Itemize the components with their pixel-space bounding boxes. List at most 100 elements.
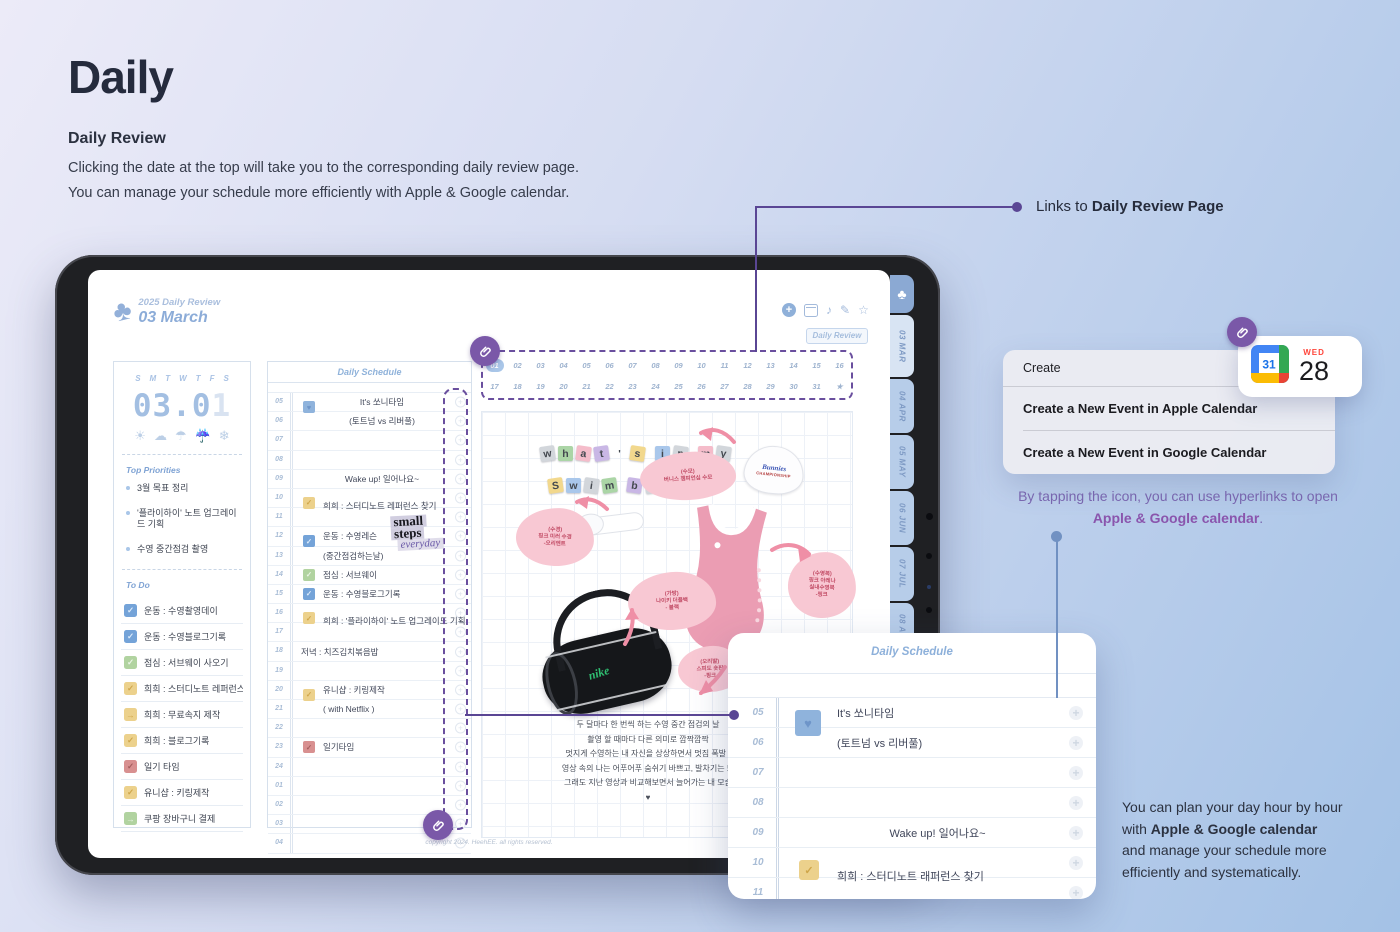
add-event-button[interactable]: + <box>1069 705 1083 720</box>
date-cell[interactable]: 22 <box>605 382 614 391</box>
calendar-icon[interactable] <box>804 304 818 317</box>
add-event-button[interactable]: + <box>455 837 466 849</box>
camera-dot <box>926 553 932 559</box>
checkbox-icon[interactable]: → <box>124 812 137 825</box>
clover-tab[interactable]: ♣ <box>890 275 914 313</box>
date-cell[interactable]: 10 <box>697 361 706 370</box>
date-cell[interactable]: 19 <box>536 382 545 391</box>
date-cell[interactable]: 13 <box>766 361 775 370</box>
date-cell[interactable]: 26 <box>697 382 706 391</box>
date-cell[interactable]: 05 <box>582 361 591 370</box>
date-cell[interactable]: 27 <box>720 382 729 391</box>
add-event-button[interactable]: + <box>455 780 466 792</box>
checkbox-icon[interactable]: ✓ <box>124 656 137 669</box>
date-cell[interactable]: 18 <box>513 382 522 391</box>
date-cell[interactable]: ★ <box>836 382 843 391</box>
date-cell[interactable]: 29 <box>766 382 775 391</box>
checkbox-icon[interactable]: ✓ <box>124 760 137 773</box>
date-cell[interactable]: 30 <box>789 382 798 391</box>
add-event-button[interactable]: + <box>455 607 466 619</box>
pencil-icon[interactable]: ✎ <box>840 303 851 317</box>
add-event-button[interactable]: + <box>455 588 466 600</box>
date-cell[interactable]: 03 <box>536 361 545 370</box>
date-cell[interactable]: 25 <box>674 382 683 391</box>
add-event-button[interactable]: + <box>455 684 466 696</box>
checkbox-icon[interactable]: ✓ <box>124 682 137 695</box>
date-cell[interactable]: 17 <box>490 382 499 391</box>
checkbox-icon[interactable]: ✓ <box>124 786 137 799</box>
add-event-button[interactable]: + <box>455 799 466 811</box>
google-calendar-icon[interactable]: 31 <box>1251 345 1289 388</box>
date-cell[interactable]: 24 <box>651 382 660 391</box>
add-event-button[interactable]: + <box>455 473 466 485</box>
date-cell[interactable]: 14 <box>789 361 798 370</box>
add-event-button[interactable]: + <box>455 761 466 773</box>
menu-item-google-calendar[interactable]: Create a New Event in Google Calendar <box>1023 445 1267 460</box>
add-event-button[interactable]: + <box>1069 735 1083 750</box>
add-event-button[interactable]: + <box>455 646 466 658</box>
checkbox-icon[interactable]: ✓ <box>124 734 137 747</box>
checkbox-icon[interactable]: ✓ <box>124 630 137 643</box>
menu-item-apple-calendar[interactable]: Create a New Event in Apple Calendar <box>1023 401 1258 416</box>
add-event-button[interactable]: + <box>455 703 466 715</box>
todo-item[interactable]: ✓ 유니샵 : 키링제작 <box>121 780 243 806</box>
date-cell[interactable]: 12 <box>743 361 752 370</box>
add-event-button[interactable]: + <box>1069 855 1083 870</box>
link-badge-icon[interactable] <box>1227 317 1257 347</box>
music-icon[interactable]: ♪ <box>826 303 832 317</box>
date-cell[interactable]: 08 <box>651 361 660 370</box>
add-event-button[interactable]: + <box>455 741 466 753</box>
link-badge-icon[interactable] <box>470 336 500 366</box>
date-cell[interactable]: 11 <box>720 361 729 370</box>
daily-review-button[interactable]: Daily Review <box>806 328 868 344</box>
add-event-button[interactable]: + <box>1069 765 1083 780</box>
date-cell[interactable]: 16 <box>835 361 844 370</box>
todo-item[interactable]: ✓ 희희 : 스터디노트 레퍼런스 찾기 <box>121 676 243 702</box>
add-event-button[interactable]: + <box>455 722 466 734</box>
schedule-entry-text: 점심 : 서브웨이 <box>323 569 378 580</box>
date-cell[interactable]: 06 <box>605 361 614 370</box>
star-icon[interactable]: ☆ <box>858 303 869 317</box>
date-cell[interactable]: 31 <box>812 382 821 391</box>
todo-item[interactable]: → 희희 : 무료속지 제작 <box>121 702 243 728</box>
add-event-button[interactable]: + <box>455 530 466 542</box>
date-cell[interactable]: 15 <box>812 361 821 370</box>
add-event-button[interactable]: + <box>455 415 466 427</box>
todo-item[interactable]: → 쿠팡 장바구니 결제 <box>121 806 243 832</box>
month-tab[interactable]: 03 MAR <box>890 315 914 377</box>
add-event-button[interactable]: + <box>455 454 466 466</box>
add-event-button[interactable]: + <box>455 492 466 504</box>
date-cell[interactable]: 28 <box>743 382 752 391</box>
date-cell[interactable]: 07 <box>628 361 637 370</box>
date-cell[interactable]: 02 <box>513 361 522 370</box>
month-tab[interactable]: 07 JUL <box>890 547 914 601</box>
add-event-button[interactable]: + <box>455 665 466 677</box>
link-badge-icon[interactable] <box>423 810 453 840</box>
add-event-button[interactable]: + <box>455 626 466 638</box>
todo-item[interactable]: ✓ 일기 타임 <box>121 754 243 780</box>
planner-date-title[interactable]: 03 March <box>138 309 208 326</box>
add-event-button[interactable]: + <box>1069 825 1083 840</box>
todo-item[interactable]: ✓ 희희 : 블로그기록 <box>121 728 243 754</box>
add-event-button[interactable]: + <box>455 550 466 562</box>
add-event-button[interactable]: + <box>1069 885 1083 899</box>
apple-calendar-icon[interactable]: WED 28 <box>1299 348 1329 385</box>
checkbox-icon[interactable]: ✓ <box>124 604 137 617</box>
month-tab[interactable]: 04 APR <box>890 379 914 433</box>
date-cell[interactable]: 09 <box>674 361 683 370</box>
add-icon[interactable]: + <box>782 303 796 317</box>
checkbox-icon[interactable]: → <box>124 708 137 721</box>
todo-item[interactable]: ✓ 운동 : 수영촬영데이 <box>121 598 243 624</box>
add-event-button[interactable]: + <box>455 434 466 446</box>
month-tab[interactable]: 05 MAY <box>890 435 914 489</box>
date-cell[interactable]: 21 <box>582 382 591 391</box>
month-tab[interactable]: 06 JUN <box>890 491 914 545</box>
todo-item[interactable]: ✓ 운동 : 수영블로그기록 <box>121 624 243 650</box>
add-event-button[interactable]: + <box>1069 795 1083 810</box>
date-cell[interactable]: 20 <box>559 382 568 391</box>
add-event-button[interactable]: + <box>455 569 466 581</box>
add-event-button[interactable]: + <box>455 511 466 523</box>
date-cell[interactable]: 04 <box>559 361 568 370</box>
date-cell[interactable]: 23 <box>628 382 637 391</box>
todo-item[interactable]: ✓ 점심 : 서브웨이 사오기 <box>121 650 243 676</box>
